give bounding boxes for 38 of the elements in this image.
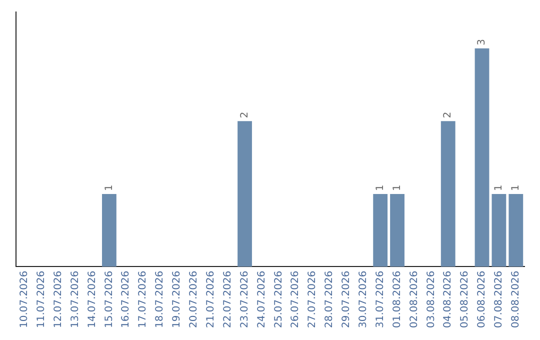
x-tick-label: 17.07.2026: [138, 270, 149, 328]
data-label: 1: [494, 184, 505, 191]
x-tick-label: 12.07.2026: [52, 270, 64, 328]
data-label: 2: [442, 112, 454, 118]
x-tick-label: 06.08.2026: [476, 270, 488, 328]
x-tick-label: 15.07.2026: [104, 270, 115, 328]
x-tick-label: 11.07.2026: [36, 270, 48, 328]
x-tick-label: 07.08.2026: [494, 270, 505, 328]
x-tick-label: 02.08.2026: [408, 270, 420, 328]
x-tick-label: 14.07.2026: [86, 270, 98, 328]
data-label: 1: [392, 184, 403, 191]
x-tick-label: 22.07.2026: [222, 270, 234, 328]
x-tick-label: 29.07.2026: [341, 270, 352, 328]
x-tick-label: 05.08.2026: [460, 270, 471, 328]
x-tick-label: 10.07.2026: [19, 270, 30, 328]
data-label: 3: [476, 39, 488, 46]
x-tick-label: 16.07.2026: [120, 270, 132, 328]
x-tick-label: 18.07.2026: [154, 270, 166, 328]
x-tick-label: 24.07.2026: [256, 270, 268, 328]
x-tick-label: 26.07.2026: [290, 270, 302, 328]
x-tick-label: 03.08.2026: [426, 270, 437, 328]
x-tick-label: 30.07.2026: [358, 270, 369, 328]
data-label: 1: [510, 184, 522, 191]
x-tick-label: 27.07.2026: [307, 270, 318, 328]
x-tick-label: 31.07.2026: [374, 270, 386, 328]
x-tick-label: 04.08.2026: [442, 270, 454, 328]
x-tick-label: 21.07.2026: [205, 270, 216, 328]
x-tick-label: 28.07.2026: [324, 270, 336, 328]
data-label: 1: [104, 184, 115, 191]
x-tick-label: 23.07.2026: [239, 270, 250, 328]
x-tick-label: 25.07.2026: [273, 270, 284, 328]
data-label: 2: [239, 112, 250, 118]
x-tick-label: 19.07.2026: [172, 270, 183, 328]
x-tick-label: 08.08.2026: [510, 270, 522, 328]
data-label: 1: [374, 184, 386, 191]
x-tick-label: 01.08.2026: [392, 270, 403, 328]
x-tick-label: 20.07.2026: [188, 270, 200, 328]
x-tick-label: 13.07.2026: [70, 270, 81, 328]
